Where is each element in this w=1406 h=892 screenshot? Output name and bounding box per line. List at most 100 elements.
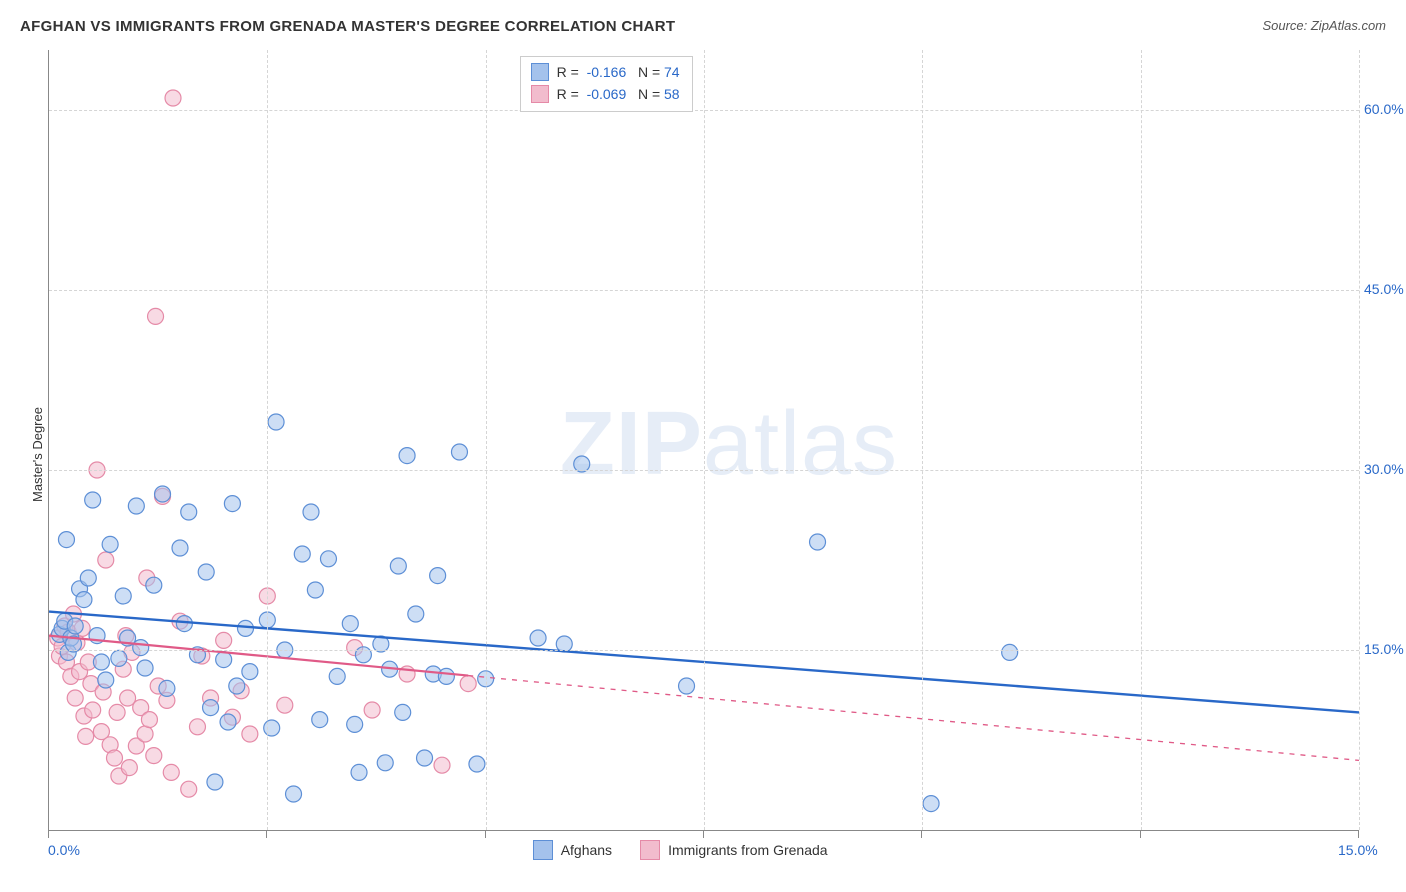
scatter-point: [80, 570, 96, 586]
scatter-point: [390, 558, 406, 574]
gridline-x: [1359, 50, 1360, 830]
scatter-point: [469, 756, 485, 772]
gridline-x: [267, 50, 268, 830]
trend-line-dashed: [468, 676, 1359, 761]
scatter-point: [181, 504, 197, 520]
scatter-point: [155, 486, 171, 502]
scatter-point: [434, 757, 450, 773]
y-tick-label: 60.0%: [1364, 101, 1404, 117]
gridline-x: [1141, 50, 1142, 830]
scatter-point: [85, 702, 101, 718]
scatter-point: [307, 582, 323, 598]
scatter-point: [417, 750, 433, 766]
scatter-point: [399, 448, 415, 464]
scatter-point: [679, 678, 695, 694]
scatter-point: [181, 781, 197, 797]
x-tick-mark: [485, 830, 486, 838]
scatter-point: [224, 496, 240, 512]
legend-stat-text: R = -0.166 N = 74: [557, 61, 680, 83]
scatter-point: [277, 697, 293, 713]
legend-stat-row: R = -0.166 N = 74: [531, 61, 680, 83]
x-tick-label: 0.0%: [48, 842, 80, 858]
scatter-point: [67, 690, 83, 706]
chart-title: AFGHAN VS IMMIGRANTS FROM GRENADA MASTER…: [20, 18, 675, 35]
scatter-point: [923, 796, 939, 812]
legend-label: Immigrants from Grenada: [668, 842, 828, 858]
legend-swatch: [531, 63, 549, 81]
x-tick-mark: [703, 830, 704, 838]
scatter-point: [342, 616, 358, 632]
scatter-point: [264, 720, 280, 736]
scatter-point: [109, 704, 125, 720]
scatter-point: [111, 650, 127, 666]
x-tick-mark: [1140, 830, 1141, 838]
legend-stat-text: R = -0.069 N = 58: [557, 83, 680, 105]
scatter-point: [303, 504, 319, 520]
scatter-point: [451, 444, 467, 460]
plot-area: ZIPatlas: [48, 50, 1359, 831]
scatter-point: [93, 654, 109, 670]
scatter-point: [351, 764, 367, 780]
x-tick-mark: [921, 830, 922, 838]
scatter-point: [220, 714, 236, 730]
x-tick-mark: [266, 830, 267, 838]
legend-item: Afghans: [533, 840, 612, 860]
scatter-point: [148, 308, 164, 324]
gridline-x: [704, 50, 705, 830]
scatter-point: [312, 712, 328, 728]
scatter-point: [229, 678, 245, 694]
y-tick-label: 30.0%: [1364, 461, 1404, 477]
scatter-point: [430, 568, 446, 584]
scatter-point: [377, 755, 393, 771]
legend-label: Afghans: [561, 842, 612, 858]
y-axis-title: Master's Degree: [30, 407, 45, 502]
scatter-point: [146, 748, 162, 764]
scatter-point: [128, 498, 144, 514]
scatter-point: [115, 588, 131, 604]
legend-swatch: [531, 85, 549, 103]
scatter-point: [238, 620, 254, 636]
scatter-point: [76, 592, 92, 608]
scatter-point: [107, 750, 123, 766]
scatter-point: [347, 716, 363, 732]
scatter-point: [395, 704, 411, 720]
legend-swatch: [533, 840, 553, 860]
scatter-point: [530, 630, 546, 646]
x-tick-mark: [48, 830, 49, 838]
legend-stat-row: R = -0.069 N = 58: [531, 83, 680, 105]
scatter-point: [329, 668, 345, 684]
scatter-point: [216, 652, 232, 668]
scatter-point: [207, 774, 223, 790]
scatter-point: [216, 632, 232, 648]
scatter-point: [85, 492, 101, 508]
scatter-point: [810, 534, 826, 550]
y-tick-label: 45.0%: [1364, 281, 1404, 297]
scatter-point: [98, 552, 114, 568]
legend-series: Afghans Immigrants from Grenada: [533, 840, 828, 860]
scatter-point: [163, 764, 179, 780]
legend-stats: R = -0.166 N = 74R = -0.069 N = 58: [520, 56, 693, 112]
scatter-point: [137, 660, 153, 676]
x-tick-mark: [1358, 830, 1359, 838]
source-label: Source: ZipAtlas.com: [1262, 18, 1386, 33]
scatter-point: [408, 606, 424, 622]
legend-item: Immigrants from Grenada: [640, 840, 828, 860]
gridline-x: [486, 50, 487, 830]
scatter-point: [1002, 644, 1018, 660]
scatter-point: [58, 532, 74, 548]
scatter-point: [198, 564, 214, 580]
scatter-point: [137, 726, 153, 742]
scatter-point: [294, 546, 310, 562]
scatter-point: [67, 618, 83, 634]
x-tick-label: 15.0%: [1338, 842, 1378, 858]
scatter-point: [133, 640, 149, 656]
scatter-point: [98, 672, 114, 688]
scatter-point: [146, 577, 162, 593]
scatter-point: [364, 702, 380, 718]
scatter-point: [172, 540, 188, 556]
legend-swatch: [640, 840, 660, 860]
scatter-point: [159, 680, 175, 696]
gridline-x: [922, 50, 923, 830]
scatter-point: [165, 90, 181, 106]
y-tick-label: 15.0%: [1364, 641, 1404, 657]
